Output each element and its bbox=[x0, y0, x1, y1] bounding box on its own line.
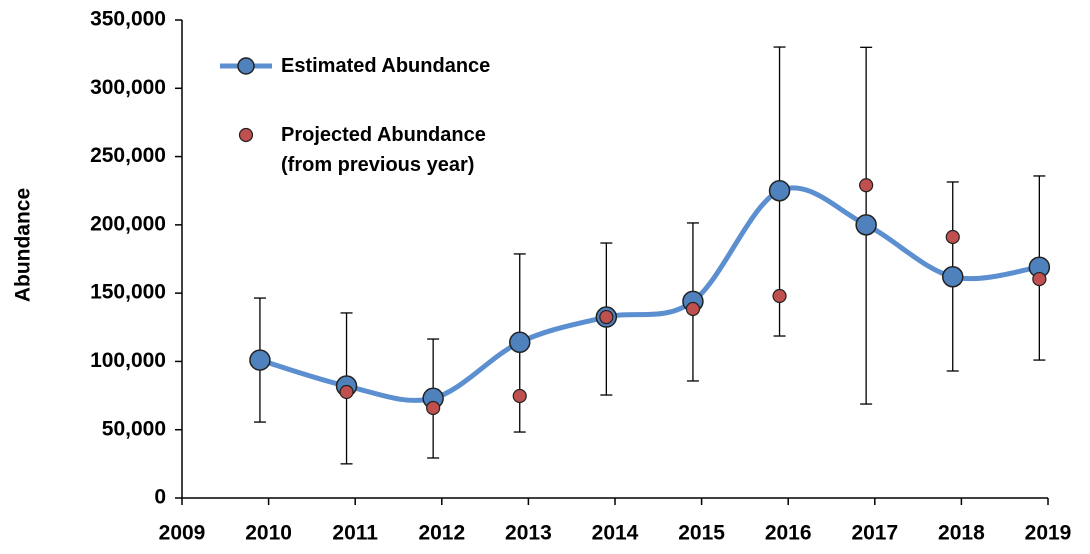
x-tick-label: 2019 bbox=[1025, 522, 1072, 545]
x-tick-label: 2011 bbox=[332, 522, 378, 545]
projected-point bbox=[426, 400, 441, 416]
marker bbox=[249, 349, 271, 371]
projected-point bbox=[512, 388, 527, 404]
legend-marker bbox=[237, 57, 255, 75]
marker bbox=[768, 179, 791, 202]
y-tick-label: 200,000 bbox=[90, 212, 166, 235]
y-tick-label: 300,000 bbox=[90, 76, 166, 99]
x-tick-label: 2018 bbox=[938, 522, 985, 545]
marker bbox=[855, 214, 877, 236]
marker bbox=[508, 331, 531, 354]
legend-marker bbox=[238, 127, 254, 143]
y-tick-label: 150,000 bbox=[90, 281, 166, 304]
y-tick-label: 250,000 bbox=[90, 144, 166, 167]
projected-point bbox=[685, 301, 701, 317]
y-tick-label: 0 bbox=[154, 486, 166, 509]
projected-point bbox=[339, 384, 354, 400]
projected-point bbox=[945, 229, 960, 245]
x-tick-label: 2016 bbox=[765, 522, 812, 545]
x-tick-label: 2013 bbox=[505, 522, 552, 545]
legend-label: Projected Abundance (from previous year) bbox=[281, 124, 486, 176]
y-tick-label: 350,000 bbox=[90, 8, 166, 31]
x-tick-label: 2012 bbox=[418, 522, 465, 545]
projected-point bbox=[859, 178, 874, 193]
line bbox=[259, 185, 1040, 403]
x-tick-label: 2010 bbox=[245, 522, 292, 545]
x-tick-label: 2009 bbox=[159, 522, 206, 545]
projected-point bbox=[599, 309, 614, 325]
y-tick-label: 50,000 bbox=[102, 417, 166, 440]
y-axis-label: Abundance bbox=[12, 188, 35, 302]
projected-point bbox=[772, 288, 787, 304]
y-tick-label: 100,000 bbox=[90, 349, 166, 372]
x-tick-label: 2017 bbox=[851, 522, 898, 545]
projected-point bbox=[1032, 271, 1047, 287]
marker bbox=[941, 266, 964, 288]
x-tick-label: 2014 bbox=[592, 522, 639, 545]
x-tick-label: 2015 bbox=[678, 522, 725, 545]
legend-label: Estimated Abundance bbox=[281, 55, 491, 77]
